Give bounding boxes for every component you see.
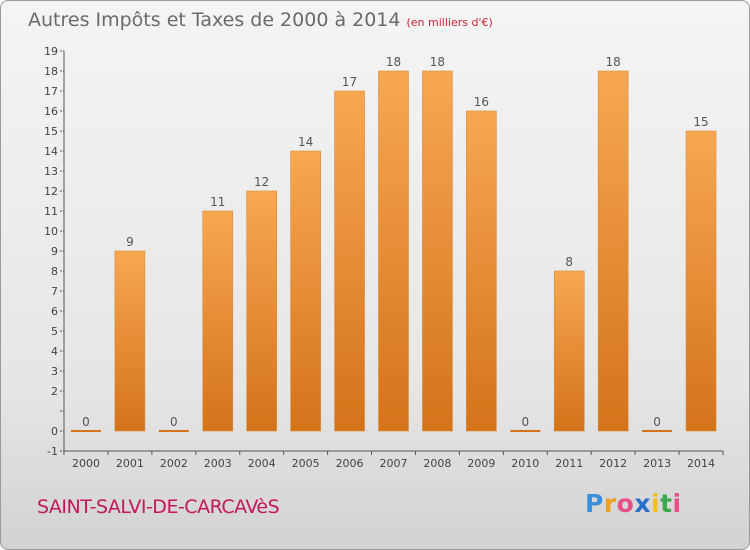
bar-value-label: 17: [342, 75, 357, 89]
x-tick-label: 2001: [116, 457, 144, 470]
bar-value-label: 9: [126, 235, 134, 249]
x-tick-label: 2005: [292, 457, 320, 470]
x-tick-label: 2010: [511, 457, 539, 470]
y-tick-label: 3: [51, 365, 58, 378]
bar: [597, 70, 629, 432]
x-tick-label: 2013: [643, 457, 671, 470]
bar: [466, 110, 497, 432]
bar: [685, 130, 717, 432]
bar-value-label: 18: [430, 55, 445, 69]
x-tick-label: 2007: [380, 457, 408, 470]
y-tick-label: 8: [51, 265, 58, 278]
logo-letter: r: [603, 489, 617, 518]
chart-title-text: Autres Impôts et Taxes de 2000 à 2014: [28, 9, 401, 31]
bar-value-label: 0: [653, 415, 661, 429]
x-tick-label: 2000: [72, 457, 100, 470]
logo-letter: P: [585, 489, 604, 518]
bar: [114, 250, 146, 432]
y-tick-label: 15: [44, 125, 58, 138]
bar-value-label: 18: [606, 55, 621, 69]
bar: [202, 210, 234, 432]
bar: [553, 270, 585, 432]
y-tick-label: 7: [51, 285, 58, 298]
y-tick-label: 0: [51, 425, 58, 438]
logo-letter: i: [672, 489, 682, 518]
proxiti-logo: Proxiti: [585, 489, 682, 518]
x-tick-label: 2014: [687, 457, 715, 470]
x-tick-label: 2011: [555, 457, 583, 470]
bar-value-label: 0: [521, 415, 529, 429]
y-tick-label: -1: [47, 445, 58, 458]
bar-value-label: 0: [82, 415, 90, 429]
x-tick-label: 2008: [423, 457, 451, 470]
y-tick-label: 19: [44, 45, 58, 58]
x-tick-label: 2006: [336, 457, 364, 470]
bar-value-label: 0: [170, 415, 178, 429]
y-tick-label: 12: [44, 185, 58, 198]
commune-name: SAINT-SALVI-DE-CARCAVèS: [37, 496, 280, 518]
x-tick-label: 2002: [160, 457, 188, 470]
bar: [334, 90, 365, 432]
bar-value-label: 16: [474, 95, 489, 109]
y-tick-label: 6: [51, 305, 58, 318]
bar-value-label: 15: [693, 115, 708, 129]
x-tick-label: 2004: [248, 457, 276, 470]
y-tick-label: 9: [51, 245, 58, 258]
y-tick-label: 16: [44, 105, 58, 118]
bar-value-label: 18: [386, 55, 401, 69]
y-tick-label: 4: [51, 345, 58, 358]
x-tick-label: 2009: [467, 457, 495, 470]
logo-letter: o: [616, 489, 635, 518]
y-tick-label: 14: [44, 145, 58, 158]
x-tick-label: 2012: [599, 457, 627, 470]
y-tick-label: 2: [51, 385, 58, 398]
y-tick-label: 17: [44, 85, 58, 98]
y-tick-label: 5: [51, 325, 58, 338]
logo-letter: i: [651, 489, 661, 518]
bar-value-label: 14: [298, 135, 313, 149]
bar: [246, 190, 277, 432]
y-tick-label: 18: [44, 65, 58, 78]
bar-value-label: 11: [210, 195, 225, 209]
bar: [422, 70, 453, 432]
bar-value-label: 8: [565, 255, 573, 269]
bar: [290, 150, 321, 432]
logo-letter: x: [634, 489, 651, 518]
bar-value-label: 12: [254, 175, 269, 189]
bar: [378, 70, 409, 432]
logo-letter: t: [660, 489, 673, 518]
y-tick-label: 10: [44, 225, 58, 238]
y-tick-label: 13: [44, 165, 58, 178]
x-tick-label: 2003: [204, 457, 232, 470]
chart-title: Autres Impôts et Taxes de 2000 à 2014 (en…: [28, 9, 493, 31]
y-tick-label: 11: [44, 205, 58, 218]
chart-subtitle: (en milliers d'€): [406, 16, 493, 29]
